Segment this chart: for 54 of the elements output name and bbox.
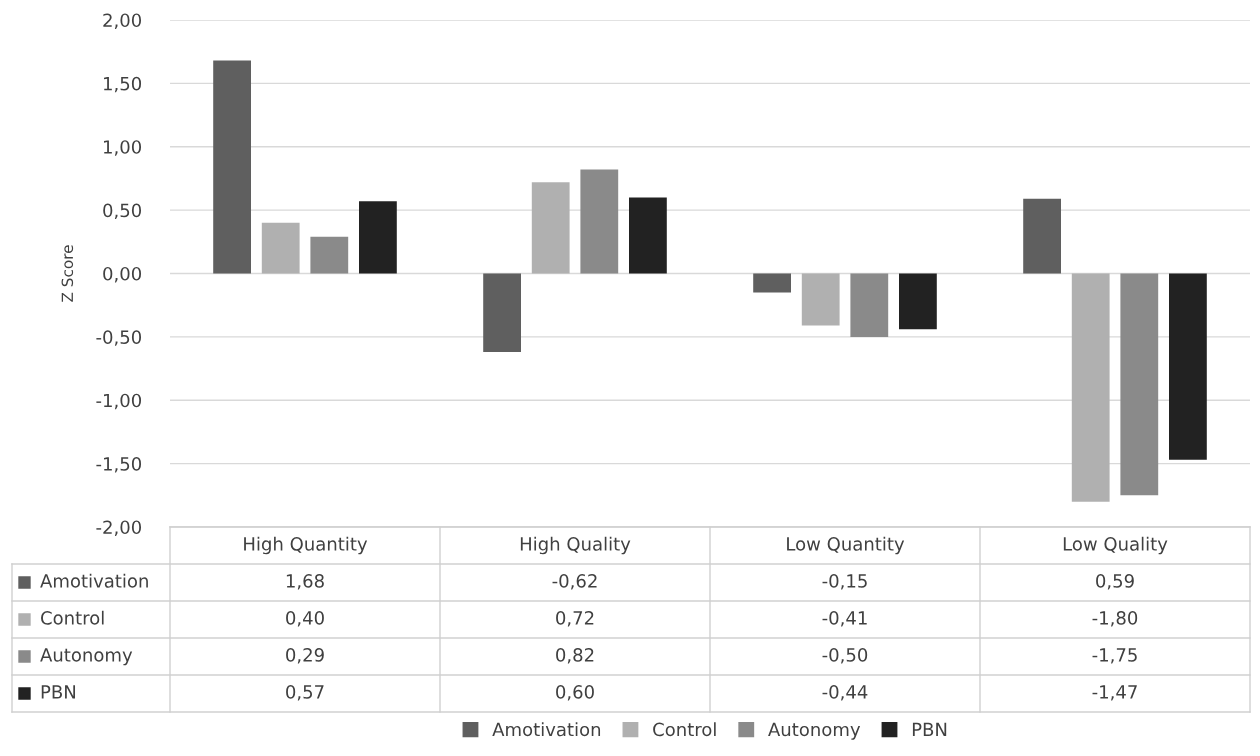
bar bbox=[1071, 273, 1110, 502]
bar bbox=[1023, 198, 1061, 274]
bar bbox=[629, 197, 667, 274]
y-tick-label: -1,50 bbox=[96, 457, 142, 473]
text: Autonomy bbox=[40, 648, 133, 666]
data-label: -1,80 bbox=[1092, 611, 1138, 627]
data-label: -0,62 bbox=[552, 574, 597, 590]
x-tick-label: High Quantity bbox=[244, 536, 368, 555]
bar bbox=[213, 60, 251, 274]
y-tick-label: -1,00 bbox=[96, 393, 142, 410]
data-label: 0,40 bbox=[286, 611, 324, 627]
bar bbox=[899, 273, 937, 330]
data-label: 1,68 bbox=[286, 574, 324, 590]
text: Amotivation bbox=[492, 722, 601, 737]
x-tick-label: Low Quantity bbox=[787, 536, 905, 555]
data-label: 0,29 bbox=[286, 648, 324, 664]
data-label: -0,41 bbox=[822, 611, 867, 627]
text: PBN bbox=[41, 685, 76, 699]
bar bbox=[753, 273, 791, 293]
data-label: -1,47 bbox=[1092, 685, 1137, 701]
y-tick-label: -0,50 bbox=[96, 330, 142, 346]
bar bbox=[1120, 273, 1159, 496]
bar bbox=[580, 169, 619, 274]
y-tick-label: 1,00 bbox=[104, 140, 142, 156]
y-tick-label: 0,50 bbox=[103, 203, 142, 220]
legend-label: Autonomy bbox=[768, 722, 861, 740]
legend-label: PBN bbox=[912, 722, 947, 736]
y-tick-label: 2,00 bbox=[103, 13, 142, 29]
data-label: -0,50 bbox=[822, 648, 868, 664]
y-tick-label: 0,00 bbox=[103, 266, 142, 283]
legend-label: Amotivation bbox=[40, 573, 148, 588]
bar bbox=[310, 236, 349, 274]
data-label: -0,15 bbox=[822, 574, 867, 590]
data-label: 0,57 bbox=[286, 685, 324, 701]
text: Control bbox=[653, 722, 716, 737]
y-tick-label: 1,50 bbox=[104, 76, 142, 93]
bar bbox=[359, 201, 397, 274]
data-label: 0,72 bbox=[556, 611, 594, 627]
x-tick-label: Low Quality bbox=[1063, 536, 1168, 555]
y-axis-title: Z Score bbox=[61, 245, 74, 302]
data-label: 0,59 bbox=[1096, 574, 1134, 590]
bar bbox=[801, 273, 840, 326]
bar bbox=[850, 273, 889, 337]
y-tick-label: -2,00 bbox=[96, 520, 142, 536]
bar bbox=[531, 182, 570, 274]
legend-label: Control bbox=[41, 610, 104, 625]
x-tick-label: High Quality bbox=[520, 536, 631, 555]
bar bbox=[483, 273, 521, 353]
data-label: -0,44 bbox=[822, 685, 868, 701]
data-label: 0,60 bbox=[556, 685, 594, 701]
bar bbox=[1169, 273, 1207, 460]
data-label: -1,75 bbox=[1092, 648, 1137, 664]
bar bbox=[261, 222, 300, 274]
data-label: 0,82 bbox=[556, 648, 594, 664]
